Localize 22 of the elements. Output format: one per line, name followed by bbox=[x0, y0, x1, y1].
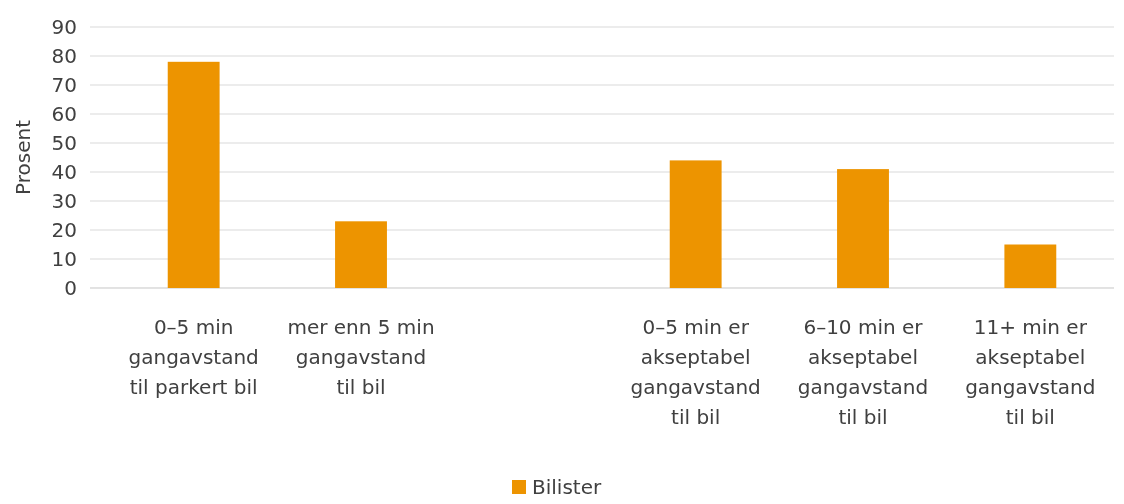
x-tick-label: 6–10 min er akseptabel gangavstand til bil bbox=[797, 315, 929, 429]
x-tick-label: 11+ min er akseptabel gangavstand til bil bbox=[965, 315, 1096, 429]
y-tick-label: 80 bbox=[51, 43, 77, 68]
y-tick-label: 10 bbox=[51, 246, 77, 271]
y-tick-label: 60 bbox=[51, 101, 77, 126]
bar bbox=[1004, 244, 1057, 288]
y-tick-label: 50 bbox=[51, 130, 77, 155]
bar bbox=[669, 160, 722, 288]
x-tick-label: mer enn 5 min gangavstand til bil bbox=[287, 315, 435, 399]
y-tick-label: 0 bbox=[64, 275, 77, 300]
y-tick-label: 30 bbox=[51, 188, 77, 213]
x-tick-label: 0–5 min gangavstand til parkert bil bbox=[128, 315, 259, 399]
bar bbox=[335, 221, 387, 288]
legend-label: Bilister bbox=[532, 475, 602, 499]
x-tick-label: 0–5 min er akseptabel gangavstand til bil bbox=[630, 315, 761, 429]
y-tick-label: 70 bbox=[51, 72, 77, 97]
y-axis-title: Prosent bbox=[11, 119, 35, 195]
y-tick-label: 90 bbox=[51, 14, 77, 39]
y-tick-label: 20 bbox=[51, 217, 77, 242]
bar bbox=[837, 169, 889, 288]
y-tick-label: 40 bbox=[51, 159, 77, 184]
bar bbox=[167, 61, 220, 288]
